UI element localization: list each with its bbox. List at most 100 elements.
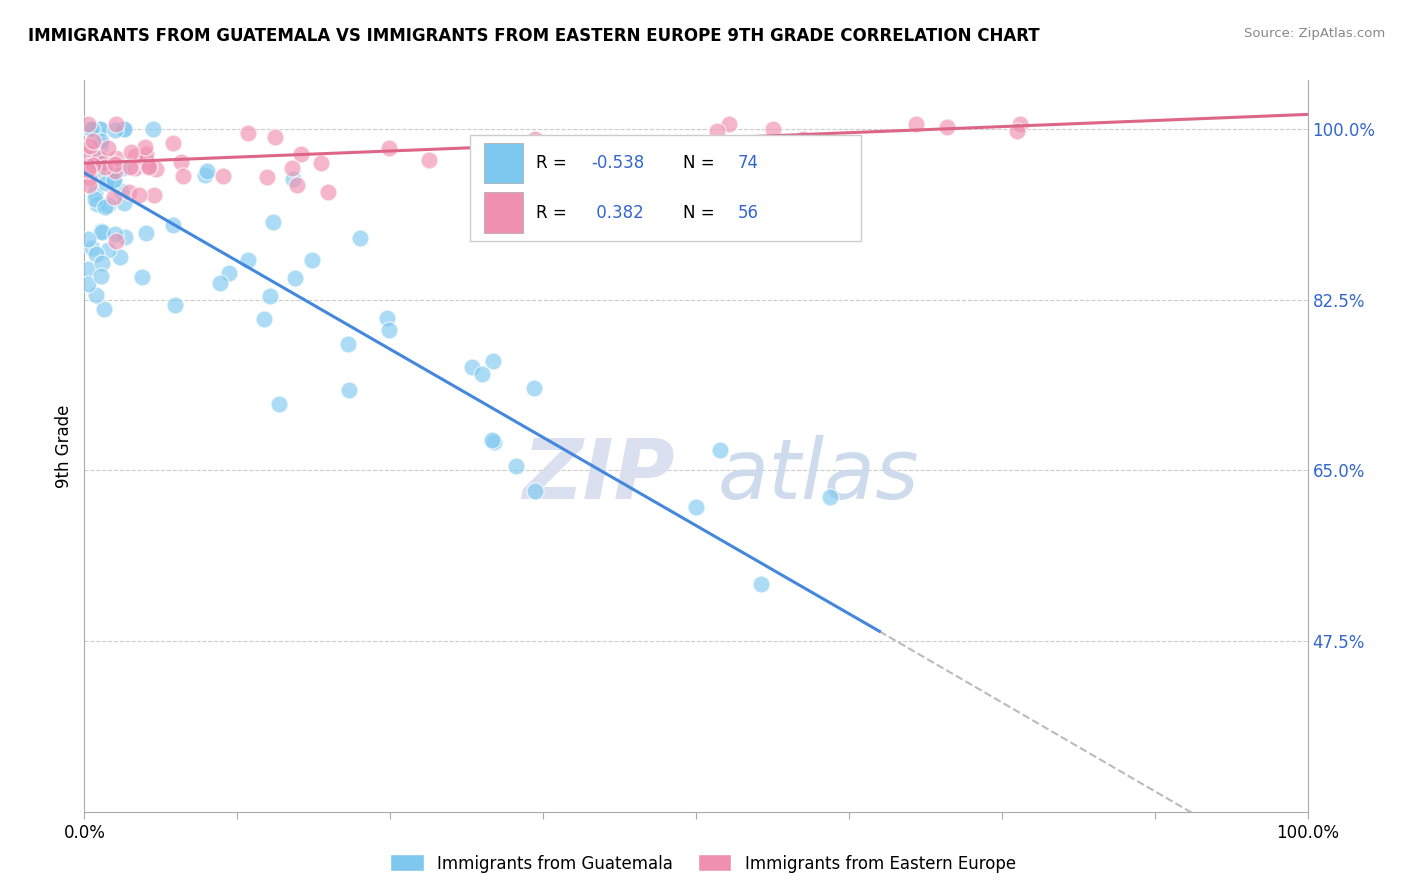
Point — [110, 184, 132, 198]
Text: 0.382: 0.382 — [591, 203, 644, 221]
Point — [349, 230, 371, 244]
Point — [79, 122, 101, 136]
Point — [90, 224, 112, 238]
Point — [267, 396, 290, 410]
Point — [285, 178, 308, 192]
Point — [792, 132, 814, 146]
Point — [82, 134, 104, 148]
Point — [103, 173, 125, 187]
Text: IMMIGRANTS FROM GUATEMALA VS IMMIGRANTS FROM EASTERN EUROPE 9TH GRADE CORRELATIO: IMMIGRANTS FROM GUATEMALA VS IMMIGRANTS … — [28, 27, 1040, 45]
Point — [238, 126, 260, 140]
Point — [253, 312, 276, 326]
Point — [89, 122, 111, 136]
Point — [820, 491, 842, 505]
Point — [112, 122, 135, 136]
Point — [142, 122, 165, 136]
Point — [84, 288, 107, 302]
Text: N =: N = — [682, 203, 720, 221]
Point — [79, 139, 101, 153]
Point — [93, 161, 115, 175]
Point — [163, 298, 186, 312]
Y-axis label: 9th Grade: 9th Grade — [55, 404, 73, 488]
Text: -0.538: -0.538 — [591, 153, 644, 172]
Point — [634, 157, 657, 171]
Point — [523, 132, 546, 146]
Point — [93, 301, 115, 316]
Point — [482, 435, 505, 450]
Point — [375, 310, 398, 325]
Point — [145, 161, 167, 176]
Point — [264, 130, 287, 145]
Point — [162, 219, 184, 233]
Point — [142, 188, 165, 202]
Point — [124, 161, 146, 175]
Point — [259, 289, 281, 303]
Point — [91, 225, 114, 239]
Point — [208, 277, 231, 291]
Point — [94, 176, 117, 190]
Point — [118, 161, 141, 175]
Point — [90, 256, 112, 270]
Legend: Immigrants from Guatemala, Immigrants from Eastern Europe: Immigrants from Guatemala, Immigrants fr… — [384, 847, 1022, 880]
FancyBboxPatch shape — [470, 135, 860, 241]
Point — [262, 215, 284, 229]
Point — [112, 161, 135, 175]
Point — [118, 185, 141, 199]
Point — [84, 247, 107, 261]
Point — [378, 141, 401, 155]
FancyBboxPatch shape — [484, 193, 523, 233]
Point — [83, 186, 105, 200]
Point — [194, 168, 217, 182]
Point — [77, 231, 100, 245]
Point — [87, 163, 110, 178]
Point — [135, 147, 157, 161]
Point — [105, 117, 128, 131]
Point — [84, 147, 107, 161]
Text: R =: R = — [536, 153, 572, 172]
Point — [77, 262, 100, 277]
Point — [212, 169, 235, 184]
Point — [709, 443, 731, 458]
Point — [523, 381, 546, 395]
Point — [90, 153, 112, 168]
Point — [82, 241, 104, 255]
Point — [90, 138, 112, 153]
Point — [103, 189, 125, 203]
Point — [336, 337, 359, 351]
Point — [136, 159, 159, 173]
Point — [337, 383, 360, 397]
Point — [103, 172, 125, 186]
Point — [89, 151, 111, 165]
Point — [1010, 117, 1032, 131]
Point — [77, 159, 100, 173]
Point — [77, 162, 100, 177]
Point — [195, 163, 218, 178]
Point — [418, 153, 440, 167]
Point — [481, 434, 503, 448]
Text: Source: ZipAtlas.com: Source: ZipAtlas.com — [1244, 27, 1385, 40]
Point — [77, 277, 100, 291]
Point — [236, 252, 259, 267]
Point — [134, 139, 156, 153]
Point — [904, 117, 927, 131]
FancyBboxPatch shape — [484, 143, 523, 183]
Point — [104, 123, 127, 137]
Point — [505, 458, 527, 473]
Point — [128, 187, 150, 202]
Point — [301, 253, 323, 268]
Point — [97, 243, 120, 257]
Point — [112, 122, 135, 136]
Point — [108, 251, 131, 265]
Point — [706, 124, 728, 138]
Point — [96, 141, 118, 155]
Point — [218, 266, 240, 280]
Point — [170, 155, 193, 169]
Point — [1005, 124, 1028, 138]
Point — [471, 368, 494, 382]
Point — [82, 158, 104, 172]
Point — [131, 270, 153, 285]
Point — [114, 230, 136, 244]
Text: 56: 56 — [738, 203, 759, 221]
Point — [316, 186, 339, 200]
Point — [96, 198, 118, 212]
